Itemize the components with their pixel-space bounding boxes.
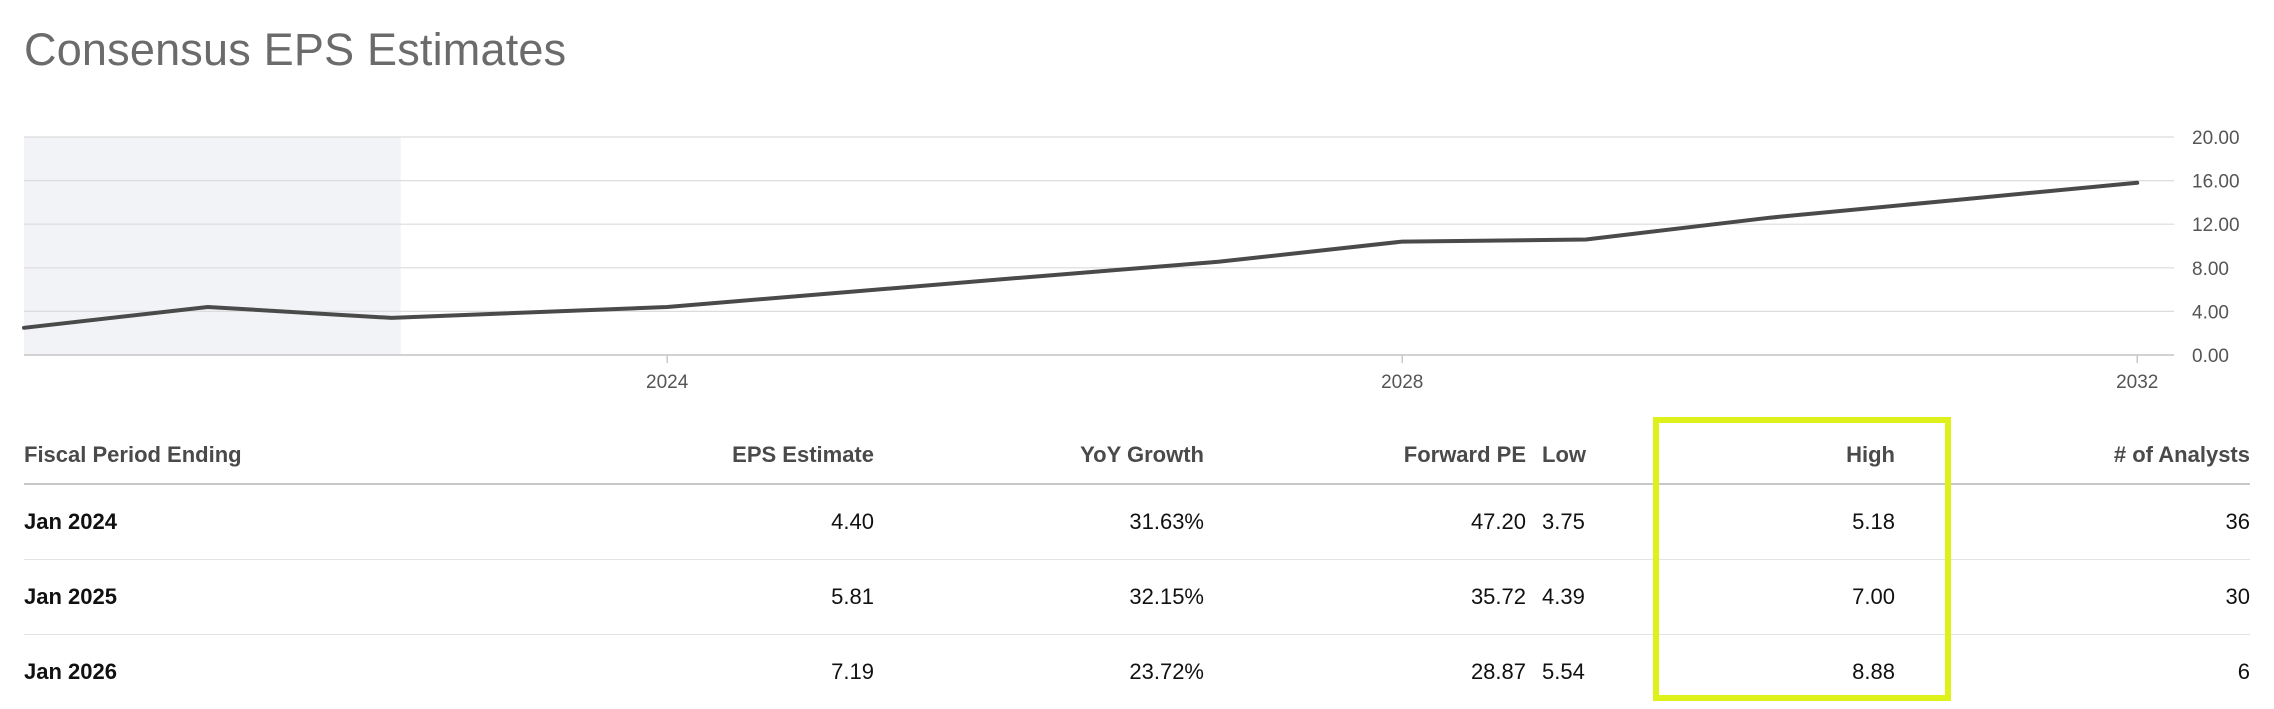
table-row: Jan 2026 7.19 23.72% 28.87 5.54 8.88 6 (24, 635, 2250, 709)
header-eps-estimate[interactable]: EPS Estimate (324, 427, 874, 484)
cell-analysts: 30 (1895, 560, 2250, 635)
header-fiscal-period[interactable]: Fiscal Period Ending (24, 427, 324, 484)
cell-period: Jan 2025 (24, 560, 324, 635)
cell-low: 5.54 (1526, 635, 1732, 709)
cell-forward-pe: 35.72 (1204, 560, 1526, 635)
cell-eps: 4.40 (324, 484, 874, 560)
cell-forward-pe: 28.87 (1204, 635, 1526, 709)
header-high[interactable]: High (1732, 427, 1895, 484)
header-forward-pe[interactable]: Forward PE (1204, 427, 1526, 484)
y-tick-label: 12.00 (2192, 215, 2240, 236)
cell-period: Jan 2024 (24, 484, 324, 560)
cell-eps: 5.81 (324, 560, 874, 635)
header-analysts[interactable]: # of Analysts (1895, 427, 2250, 484)
y-tick-label: 4.00 (2192, 302, 2229, 323)
cell-period: Jan 2026 (24, 635, 324, 709)
cell-low: 4.39 (1526, 560, 1732, 635)
y-tick-label: 16.00 (2192, 172, 2240, 193)
header-low[interactable]: Low (1526, 427, 1732, 484)
cell-yoy: 23.72% (874, 635, 1204, 709)
cell-high: 7.00 (1732, 560, 1895, 635)
y-tick-label: 20.00 (2192, 128, 2240, 149)
x-tick-label: 2028 (1381, 372, 1423, 393)
table-row: Jan 2025 5.81 32.15% 35.72 4.39 7.00 30 (24, 560, 2250, 635)
cell-analysts: 36 (1895, 484, 2250, 560)
x-tick-label: 2032 (2116, 372, 2158, 393)
eps-estimates-table: Fiscal Period Ending EPS Estimate YoY Gr… (24, 427, 2250, 709)
table-row: Jan 2024 4.40 31.63% 47.20 3.75 5.18 36 (24, 484, 2250, 560)
cell-high: 5.18 (1732, 484, 1895, 560)
header-yoy-growth[interactable]: YoY Growth (874, 427, 1204, 484)
cell-analysts: 6 (1895, 635, 2250, 709)
cell-high: 8.88 (1732, 635, 1895, 709)
cell-eps: 7.19 (324, 635, 874, 709)
x-tick-label: 2024 (646, 372, 689, 393)
y-tick-label: 8.00 (2192, 259, 2229, 280)
cell-low: 3.75 (1526, 484, 1732, 560)
table-header-row: Fiscal Period Ending EPS Estimate YoY Gr… (24, 427, 2250, 484)
cell-yoy: 32.15% (874, 560, 1204, 635)
y-tick-label: 0.00 (2192, 346, 2229, 367)
cell-yoy: 31.63% (874, 484, 1204, 560)
cell-forward-pe: 47.20 (1204, 484, 1526, 560)
eps-line-chart: 0.00 4.00 8.00 12.00 16.00 20.00 2024 2028 2032 (0, 0, 2274, 420)
